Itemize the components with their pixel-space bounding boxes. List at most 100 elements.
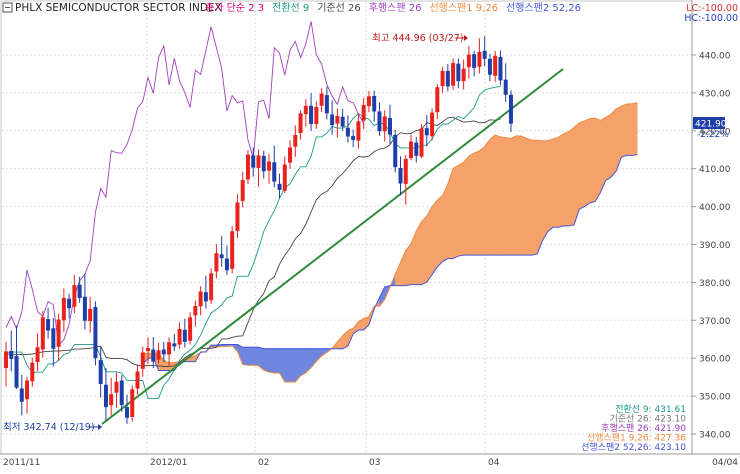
base-line xyxy=(5,116,501,367)
candle-body xyxy=(188,317,193,341)
cloud-segment-bear xyxy=(242,346,249,366)
candle-body xyxy=(25,380,30,400)
candle-body xyxy=(288,147,293,163)
candle-body xyxy=(198,291,203,307)
candle-body xyxy=(508,94,513,124)
cloud-segment-bull xyxy=(552,136,559,228)
current-price-tag xyxy=(693,117,725,129)
price-tick-label: 430.00 xyxy=(699,89,731,99)
cloud-segment-bull xyxy=(463,155,470,256)
candle-body xyxy=(451,62,456,86)
price-tick-label: 440.00 xyxy=(699,52,731,62)
candle-body xyxy=(319,93,324,106)
summary-entry: 선행스팬1 9,26: 427.36 xyxy=(587,432,686,444)
candle-body xyxy=(466,54,471,68)
candle-body xyxy=(472,54,477,68)
price-tick-label: 350.00 xyxy=(699,393,731,403)
candle-body xyxy=(146,347,151,351)
cloud-segment-bull xyxy=(431,199,438,276)
candle-body xyxy=(293,134,298,147)
ichimoku-cloud xyxy=(142,102,638,383)
candle-body xyxy=(193,305,198,316)
cloud-segment-bull xyxy=(468,152,475,256)
candle-body xyxy=(156,350,161,360)
leading-span-2-line xyxy=(142,154,638,372)
cloud-segment-bull xyxy=(573,122,580,225)
cloud-segment-bull xyxy=(605,113,612,182)
candle-body xyxy=(4,351,8,369)
cloud-segment-bear xyxy=(268,348,275,374)
candle-body xyxy=(124,407,129,418)
candle-body xyxy=(314,106,319,124)
candle-body xyxy=(46,319,51,331)
candle-body xyxy=(419,128,424,157)
indicator-legend: 종가 단순 2 3 전환선 9 기준선 26 후행스팬 26 선행스팬1 9,26 선행스… xyxy=(205,2,581,14)
legend-entry: 종가 단순 2 3 xyxy=(205,2,264,14)
candle-body xyxy=(82,296,87,321)
cloud-segment-bull xyxy=(515,135,522,256)
candle-body xyxy=(272,162,277,182)
price-tick-label: 410.00 xyxy=(699,165,731,175)
candle-body xyxy=(356,121,361,141)
cloud-segment-bull xyxy=(494,134,501,256)
candle-body xyxy=(440,70,445,87)
cloud-segment-bull xyxy=(479,146,485,256)
candle-body xyxy=(430,112,435,137)
candle-body xyxy=(435,87,440,113)
cloud-segment-bear xyxy=(300,348,307,377)
cloud-segment-bull xyxy=(505,137,512,256)
cloud-segment-bull xyxy=(536,139,543,255)
candle-body xyxy=(282,164,287,191)
cloud-segment-bear xyxy=(247,346,254,366)
lagging-span-line xyxy=(5,21,365,347)
candle-body xyxy=(487,58,492,75)
low-annotation: 최저 342.74 (12/19) xyxy=(3,422,95,433)
candle-body xyxy=(277,183,282,190)
cloud-segment-bull xyxy=(500,136,507,256)
cloud-segment-bull xyxy=(437,194,443,268)
candle-body xyxy=(14,355,19,388)
date-tick-label: 2011/11 xyxy=(3,458,40,468)
cloud-segment-bull xyxy=(426,205,433,283)
candle-body xyxy=(72,285,77,307)
price-tick-label: 380.00 xyxy=(699,279,731,289)
cloud-segment-bull xyxy=(610,108,617,179)
candle-body xyxy=(424,128,429,136)
candle-body xyxy=(35,347,40,362)
candle-body xyxy=(298,113,303,134)
candle-body xyxy=(9,350,14,359)
legend-entry: 선행스팬2 52,26 xyxy=(506,2,581,14)
candle-body xyxy=(88,308,93,322)
cloud-segment-bull xyxy=(458,161,464,257)
candle-body xyxy=(230,231,235,269)
cloud-segment-bull xyxy=(489,134,496,256)
date-tick-label: 04/04 xyxy=(712,458,738,468)
candle-body xyxy=(67,298,72,309)
cloud-segment-bull xyxy=(415,221,422,285)
candle-body xyxy=(19,388,24,402)
cloud-segment-bull xyxy=(568,126,575,227)
summary-entry: 후행스팬 26: 421.90 xyxy=(601,422,686,434)
index-name: PHLX SEMICONDUCTOR SECTOR INDEX xyxy=(15,2,222,14)
cloud-segment-bull xyxy=(584,118,591,207)
high-arrow-icon xyxy=(464,35,468,41)
candle-body xyxy=(366,96,371,107)
cloud-segment-bull xyxy=(531,139,538,256)
cloud-segment-bull xyxy=(621,103,627,158)
candle-body xyxy=(245,154,250,180)
cloud-segment-bull xyxy=(421,215,428,286)
cloud-segment-bear xyxy=(252,346,259,367)
price-tick-label: 400.00 xyxy=(699,203,731,213)
price-axis: 440.00 430.00 420.00 410.00 400.00 390.00 380.… xyxy=(691,0,731,454)
legend-entry: 선행스팬1 9,26 xyxy=(429,2,498,14)
summary-entry: 전환선 9: 431.61 xyxy=(615,403,686,415)
candle-body xyxy=(56,319,61,347)
cloud-segment-bull xyxy=(484,138,491,256)
date-tick-label: 02 xyxy=(258,458,269,468)
candle-body xyxy=(98,360,103,384)
current-price-change: -2.22% xyxy=(697,130,729,140)
price-tick-label: 390.00 xyxy=(699,241,731,251)
candle-body xyxy=(30,362,35,382)
